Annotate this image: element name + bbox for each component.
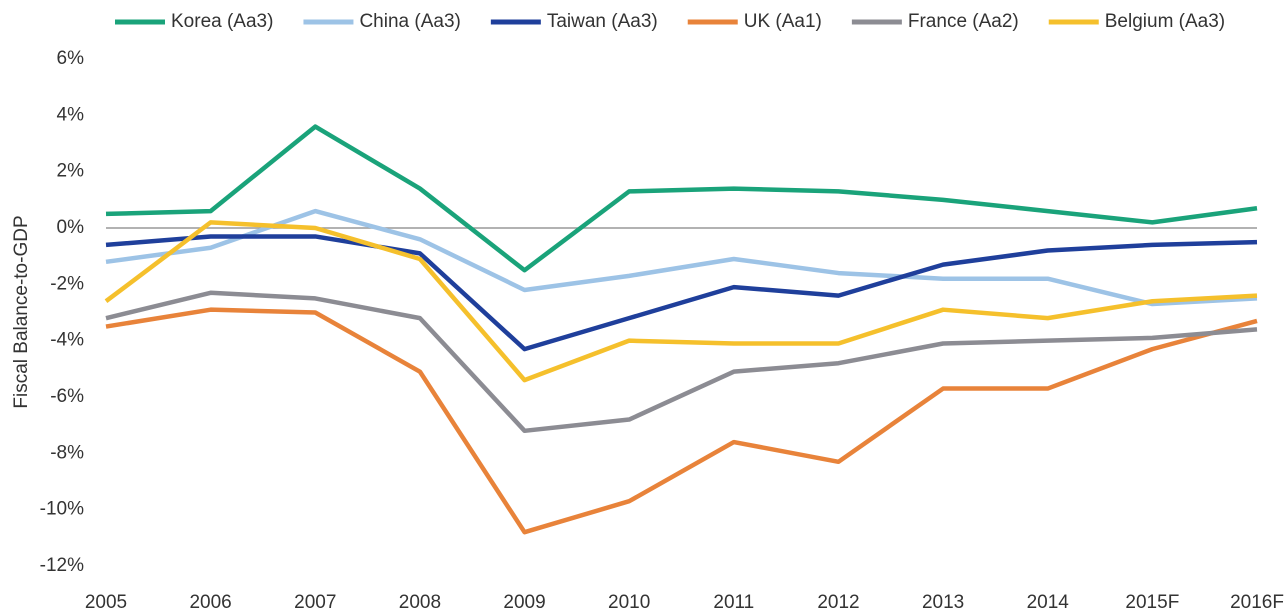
y-tick-label: 4% [57,104,85,125]
legend-label: UK (Aa1) [744,11,822,32]
series-line [105,124,1258,273]
x-tick-label: 2014 [1027,592,1070,613]
y-tick-label: 0% [57,217,85,238]
x-tick-label: 2016F [1230,592,1284,613]
y-tick-label: -6% [50,386,84,407]
legend-label: Korea (Aa3) [171,11,273,32]
y-tick-label: -2% [50,273,84,294]
y-tick-label: -10% [40,499,84,520]
y-tick-label: 6% [57,48,85,69]
legend-label: Belgium (Aa3) [1105,11,1225,32]
series-line [105,307,1258,535]
x-tick-label: 2012 [817,592,859,613]
series-line [104,220,1258,383]
series-line [105,290,1258,434]
x-tick-label: 2013 [922,592,964,613]
x-tick-label: 2010 [608,592,650,613]
y-tick-label: -4% [50,330,84,351]
series-line [105,208,1258,307]
x-tick-label: 2011 [713,592,754,613]
y-tick-label: -8% [50,442,84,463]
x-tick-label: 2015F [1125,592,1179,613]
legend-label: France (Aa2) [908,11,1019,32]
x-tick-label: 2005 [85,592,127,613]
series-line [105,234,1258,352]
y-tick-label: -12% [40,555,84,576]
x-tick-label: 2009 [503,592,545,613]
legend-label: Taiwan (Aa3) [547,11,658,32]
y-tick-label: 2% [57,161,85,182]
x-tick-label: 2008 [399,592,441,613]
y-axis-label: Fiscal Balance-to-GDP [11,215,32,408]
legend-label: China (Aa3) [359,11,460,32]
x-tick-label: 2007 [294,592,336,613]
x-tick-label: 2006 [189,592,231,613]
